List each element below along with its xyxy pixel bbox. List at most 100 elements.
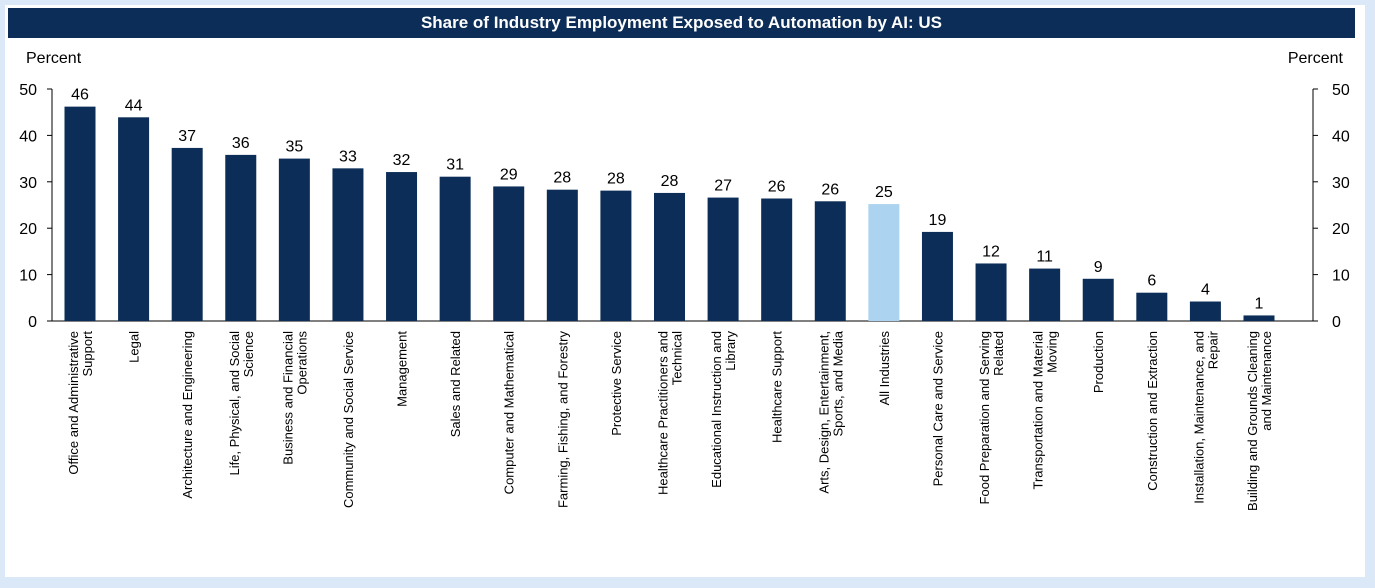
- y-tick-label-left: 0: [28, 314, 37, 331]
- y-tick-label-left: 40: [19, 128, 37, 145]
- category-label: Installation, Maintenance, andRepair: [1191, 330, 1220, 503]
- bar-value-label: 31: [446, 157, 464, 174]
- category-label: Personal Care and Service: [930, 331, 945, 486]
- bar-value-label: 36: [232, 135, 250, 152]
- category-label: Farming, Fishing, and Forestry: [555, 331, 570, 509]
- category-label: Construction and Extraction: [1145, 331, 1160, 491]
- bar-value-label: 12: [982, 243, 1000, 260]
- y-tick-label-left: 30: [19, 175, 37, 192]
- category-label-line: Food Preparation and Serving: [977, 331, 992, 504]
- bar-value-label: 44: [125, 97, 143, 114]
- category-label-line: Support: [80, 331, 95, 377]
- bar-value-label: 33: [339, 148, 357, 165]
- category-label-line: Business and Financial: [280, 331, 295, 465]
- y-axis-left-label: Percent: [26, 50, 82, 67]
- y-tick-label-right: 20: [1332, 221, 1350, 238]
- bar-value-label: 25: [875, 184, 893, 201]
- category-label-line: Farming, Fishing, and Forestry: [555, 331, 570, 509]
- category-label-line: Sales and Related: [448, 331, 463, 437]
- bar: [546, 189, 578, 321]
- category-label-line: Office and Administrative: [66, 331, 81, 475]
- bar-value-label: 29: [500, 166, 518, 183]
- category-label-line: Construction and Extraction: [1145, 331, 1160, 491]
- bar: [225, 154, 257, 321]
- category-label: All Industries: [877, 331, 892, 406]
- category-label-line: Healthcare Practitioners and: [656, 331, 671, 495]
- bar-value-label: 35: [285, 139, 303, 156]
- bar: [707, 197, 739, 321]
- category-label-line: Related: [991, 331, 1006, 376]
- y-tick-label-left: 10: [19, 268, 37, 285]
- category-label-line: Management: [395, 331, 410, 407]
- category-label-line: Healthcare Support: [770, 331, 785, 443]
- category-label: Computer and Mathematical: [502, 331, 517, 494]
- bar: [921, 231, 953, 321]
- category-label: Sales and Related: [448, 331, 463, 437]
- category-label-line: Educational Instruction and: [709, 331, 724, 488]
- chart-title: Share of Industry Employment Exposed to …: [8, 8, 1355, 38]
- category-label-line: Community and Social Service: [341, 331, 356, 508]
- bar-value-label: 26: [821, 181, 839, 198]
- bar: [1082, 278, 1114, 321]
- category-label-line: Library: [723, 331, 738, 371]
- category-label-line: and Maintenance: [1259, 331, 1274, 431]
- category-label: Food Preparation and ServingRelated: [977, 331, 1006, 504]
- category-label-line: Life, Physical, and Social: [227, 331, 242, 476]
- category-label-line: Science: [241, 331, 256, 377]
- category-label: Educational Instruction andLibrary: [709, 331, 738, 488]
- category-label-line: Repair: [1205, 330, 1220, 369]
- bar-value-label: 6: [1147, 273, 1156, 290]
- category-label: Architecture and Engineering: [180, 331, 195, 499]
- bar: [600, 190, 632, 321]
- category-label-line: Computer and Mathematical: [502, 331, 517, 494]
- bars: [64, 106, 1275, 322]
- y-tick-label-right: 30: [1332, 175, 1350, 192]
- y-tick-label-right: 40: [1332, 128, 1350, 145]
- bar: [868, 204, 900, 321]
- category-label-line: Arts, Design, Entertainment,: [816, 331, 831, 494]
- category-label-line: Sports, and Media: [830, 330, 845, 436]
- category-label: Office and AdministrativeSupport: [66, 331, 95, 475]
- bar: [332, 168, 364, 321]
- category-label-line: Personal Care and Service: [930, 331, 945, 486]
- category-label: Business and FinancialOperations: [280, 331, 309, 465]
- category-label-line: Legal: [127, 331, 142, 363]
- category-label: Building and Grounds Cleaningand Mainten…: [1245, 331, 1274, 511]
- category-label: Healthcare Practitioners andTechnical: [656, 331, 685, 495]
- bar: [1136, 292, 1168, 321]
- category-label-line: Transportation and Material: [1031, 331, 1046, 490]
- bar: [761, 198, 793, 321]
- category-label-line: Moving: [1045, 331, 1060, 373]
- bar: [1243, 315, 1275, 321]
- category-label: Life, Physical, and SocialScience: [227, 331, 256, 476]
- bar: [118, 117, 150, 321]
- category-label-line: Architecture and Engineering: [180, 331, 195, 499]
- bar-value-label: 37: [178, 128, 196, 145]
- bar: [278, 158, 310, 321]
- category-label: Arts, Design, Entertainment,Sports, and …: [816, 330, 845, 493]
- bar: [439, 176, 471, 321]
- bar-value-label: 1: [1255, 295, 1264, 312]
- y-axis-right-label: Percent: [1288, 50, 1344, 67]
- category-labels: Office and AdministrativeSupport Legal Arc…: [66, 330, 1274, 511]
- bar-value-label: 19: [929, 212, 947, 229]
- y-tick-label-left: 50: [19, 82, 37, 99]
- bar: [1029, 268, 1061, 321]
- bar: [386, 172, 418, 321]
- bar-value-labels: 46 44 37 36 35 33 32 31 29 28 28 28 27 26 26 25 19 12 11 9 6…: [71, 87, 1263, 313]
- y-tick-label-right: 0: [1332, 314, 1341, 331]
- category-label: Transportation and MaterialMoving: [1031, 331, 1060, 490]
- bar-value-label: 28: [553, 170, 571, 187]
- category-label-line: Building and Grounds Cleaning: [1245, 331, 1260, 511]
- category-label: Community and Social Service: [341, 331, 356, 508]
- bar-value-label: 46: [71, 87, 89, 104]
- y-tick-label-left: 20: [19, 221, 37, 238]
- category-label-line: Operations: [294, 331, 309, 395]
- category-label-line: All Industries: [877, 331, 892, 406]
- bar: [171, 147, 203, 321]
- bar-value-label: 4: [1201, 282, 1210, 299]
- category-label: Management: [395, 331, 410, 407]
- bar-value-label: 27: [714, 178, 732, 195]
- bar-value-label: 9: [1094, 259, 1103, 276]
- category-label: Legal: [127, 331, 142, 363]
